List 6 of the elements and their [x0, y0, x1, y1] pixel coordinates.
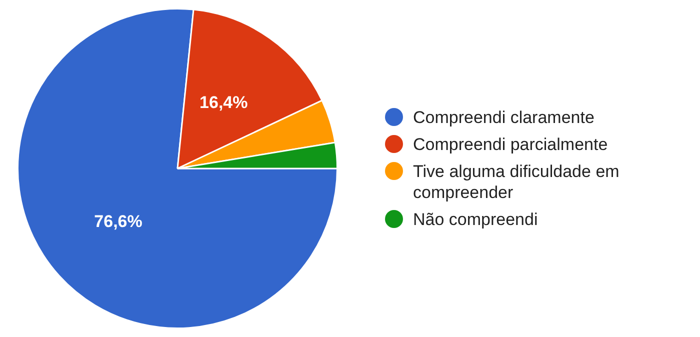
legend-label: Compreendi claramente — [413, 107, 594, 128]
legend-label: Compreendi parcialmente — [413, 134, 608, 155]
legend-label: Não compreendi — [413, 209, 538, 230]
legend-label: Tive alguma dificuldade em compreender — [413, 161, 620, 203]
data-label: 16,4% — [200, 92, 248, 112]
data-label: 76,6% — [94, 212, 142, 231]
